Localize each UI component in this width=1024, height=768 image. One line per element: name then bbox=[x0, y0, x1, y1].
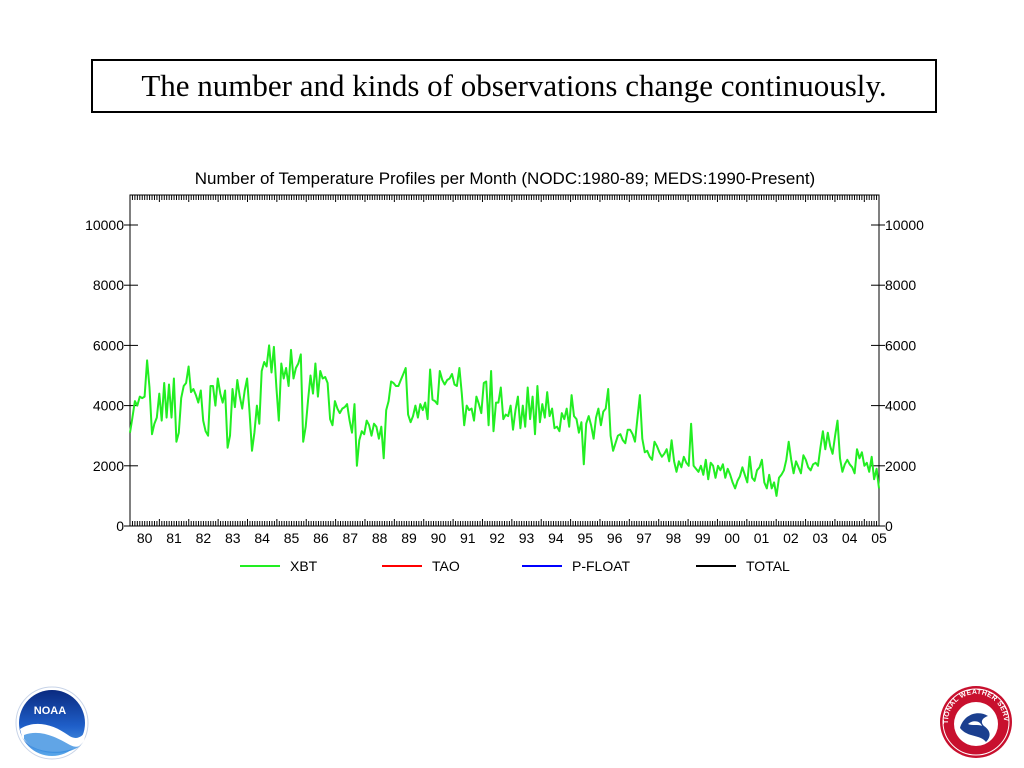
y-tick-label-right: 4000 bbox=[885, 398, 916, 414]
slide-title-box: The number and kinds of observations cha… bbox=[91, 59, 937, 113]
x-tick-label: 93 bbox=[519, 530, 535, 546]
x-tick-label: 87 bbox=[343, 530, 359, 546]
series-line-xbt bbox=[129, 344, 880, 497]
x-tick-label: 02 bbox=[783, 530, 799, 546]
plot-frame bbox=[129, 194, 880, 527]
x-tick-label: 80 bbox=[137, 530, 153, 546]
x-tick-label: 94 bbox=[548, 530, 564, 546]
x-tick-label: 82 bbox=[196, 530, 212, 546]
y-tick-label-left: 10000 bbox=[85, 217, 124, 233]
y-tick-label-right: 6000 bbox=[885, 337, 916, 353]
legend-label-xbt: XBT bbox=[290, 558, 318, 574]
x-tick-label: 96 bbox=[607, 530, 623, 546]
x-tick-label: 91 bbox=[460, 530, 476, 546]
x-tick-label: 81 bbox=[166, 530, 182, 546]
x-tick-label: 90 bbox=[431, 530, 447, 546]
x-tick-label: 03 bbox=[812, 530, 828, 546]
y-tick-label-right: 2000 bbox=[885, 458, 916, 474]
y-tick-label-left: 6000 bbox=[93, 337, 124, 353]
y-tick-label-left: 8000 bbox=[93, 277, 124, 293]
y-tick-label-right: 0 bbox=[885, 518, 893, 534]
y-tick-label-right: 8000 bbox=[885, 277, 916, 293]
x-tick-label: 85 bbox=[284, 530, 300, 546]
x-tick-label: 95 bbox=[577, 530, 593, 546]
x-tick-label: 99 bbox=[695, 530, 711, 546]
x-tick-label: 84 bbox=[254, 530, 270, 546]
y-tick-label-left: 2000 bbox=[93, 458, 124, 474]
nws-logo: NATIONAL WEATHER SERVICE bbox=[938, 684, 1012, 758]
legend-label-tao: TAO bbox=[432, 558, 460, 574]
x-tick-label: 04 bbox=[842, 530, 858, 546]
y-tick-label-right: 10000 bbox=[885, 217, 924, 233]
chart: Number of Temperature Profiles per Month… bbox=[85, 169, 924, 574]
x-tick-label: 01 bbox=[754, 530, 770, 546]
y-tick-label-left: 0 bbox=[116, 518, 124, 534]
x-tick-label: 88 bbox=[372, 530, 388, 546]
noaa-logo-text: NOAA bbox=[34, 705, 66, 717]
x-tick-label: 05 bbox=[871, 530, 887, 546]
slide-title: The number and kinds of observations cha… bbox=[141, 68, 887, 103]
x-tick-label: 00 bbox=[724, 530, 740, 546]
y-tick-label-left: 4000 bbox=[93, 398, 124, 414]
x-tick-label: 92 bbox=[489, 530, 505, 546]
x-tick-label: 97 bbox=[636, 530, 652, 546]
legend-label-p-float: P-FLOAT bbox=[572, 558, 631, 574]
chart-axes: 80 81 82 83 84 85 86 87 88 89 90 91 92 93 94 95 96 97 98 99… bbox=[85, 194, 924, 546]
chart-title: Number of Temperature Profiles per Month… bbox=[195, 169, 815, 188]
legend-label-total: TOTAL bbox=[746, 558, 790, 574]
x-tick-label: 86 bbox=[313, 530, 329, 546]
chart-legend: XBT TAO P-FLOAT TOTAL bbox=[240, 558, 790, 574]
x-tick-label: 89 bbox=[401, 530, 417, 546]
chart-series bbox=[129, 344, 880, 497]
x-tick-label: 98 bbox=[666, 530, 682, 546]
noaa-logo: NOAA bbox=[15, 686, 89, 760]
x-tick-label: 83 bbox=[225, 530, 241, 546]
